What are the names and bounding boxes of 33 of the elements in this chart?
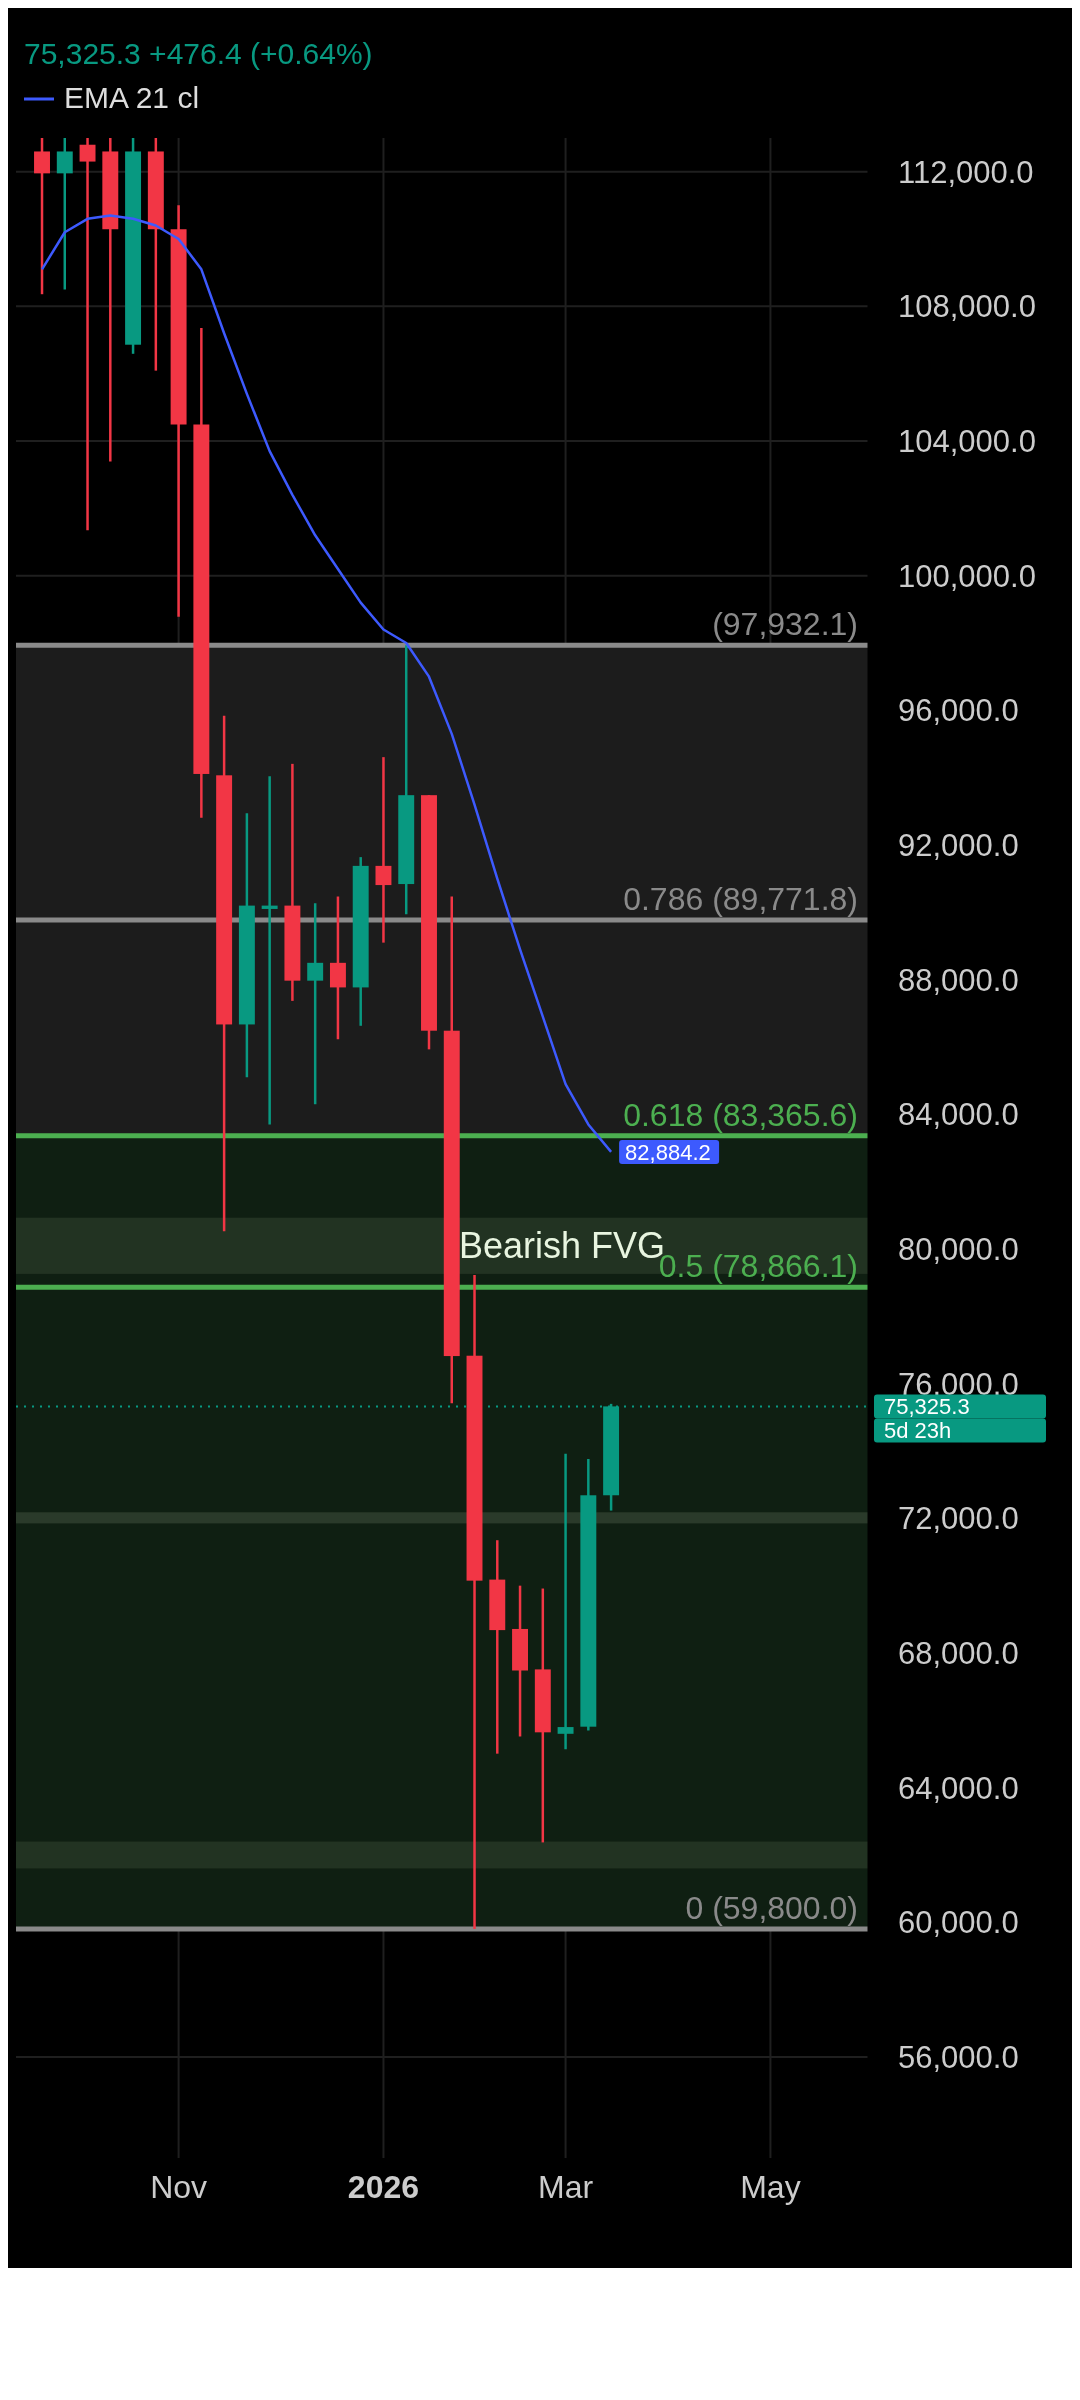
y-tick-label: 68,000.0	[898, 1636, 1019, 1671]
y-tick-label: 88,000.0	[898, 962, 1019, 998]
y-tick-label: 84,000.0	[898, 1097, 1019, 1133]
ref-line-label: 0.618 (83,365.6)	[623, 1096, 858, 1133]
ref-line-label: (97,932.1)	[712, 606, 858, 643]
line-series	[40, 214, 613, 1154]
candlestick	[34, 138, 50, 296]
ref-line-label: 0 (59,800.0)	[685, 1890, 858, 1927]
candlestick	[56, 138, 73, 291]
candlestick	[79, 138, 96, 532]
y-tick-label: 108,000.0	[898, 289, 1036, 325]
x-tick-label: Mar	[538, 2169, 594, 2205]
chart-subtitle: 75,325.3 +476.4 (+0.64%)	[24, 37, 373, 70]
legend-label: EMA 21 cl	[64, 81, 200, 114]
y-tick-label: 72,000.0	[898, 1501, 1019, 1537]
x-tick-label: Nov	[150, 2169, 208, 2205]
text: 5d 23h	[884, 1418, 952, 1444]
y-tick-label: 104,000.0	[898, 424, 1036, 459]
y-tick-label: 100,000.0	[898, 558, 1036, 594]
y-tick-label: 80,000.0	[898, 1232, 1019, 1267]
data-label: 82,884.2	[625, 1139, 711, 1165]
y-tick-label: 92,000.0	[898, 828, 1019, 863]
y-tick-label: 64,000.0	[898, 1770, 1019, 1806]
y-tick-label: 56,000.0	[898, 2040, 1019, 2075]
ref-line-label: 0.786 (89,771.8)	[623, 881, 858, 918]
y-tick-label: 60,000.0	[898, 1905, 1019, 1941]
candlestick	[375, 755, 392, 944]
y-tick-label: 112,000.0	[898, 154, 1034, 190]
candlestick	[557, 1452, 574, 1751]
y-tick-label: 96,000.0	[898, 693, 1019, 729]
x-tick-label: May	[740, 2169, 801, 2205]
x-tick-label: 2026	[347, 2169, 420, 2205]
candlestick	[307, 901, 324, 1106]
